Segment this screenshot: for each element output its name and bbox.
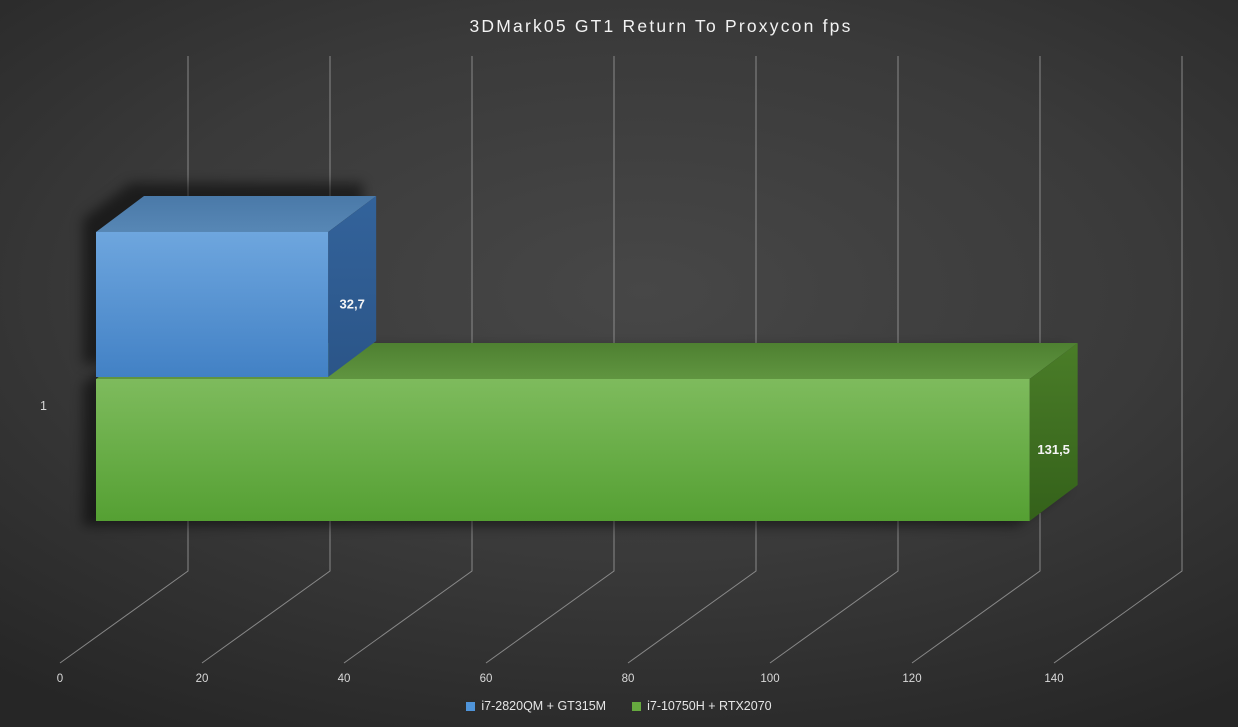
legend-swatch-blue-icon (466, 701, 476, 711)
value-axis-tick-label-0: 0 (57, 673, 63, 685)
value-axis-tick-label-40: 40 (338, 673, 351, 685)
gridline-80 (627, 56, 757, 664)
bar-series-0[interactable]: 32,7 (96, 196, 377, 377)
gridline-120 (911, 56, 1041, 664)
bar-top-face (96, 196, 377, 232)
legend-item-series-1[interactable]: i7-10750H + RTX2070 (632, 699, 772, 713)
bar-side-face (328, 196, 377, 377)
gridline-40 (343, 56, 473, 664)
data-label-series-0: 32,7 (340, 297, 365, 312)
value-axis-tick-label-100: 100 (760, 673, 779, 685)
value-axis-tick-label-20: 20 (196, 673, 209, 685)
legend-item-series-0[interactable]: i7-2820QM + GT315M (466, 699, 606, 713)
gridline-140 (1053, 56, 1183, 664)
legend-label-series-0: i7-2820QM + GT315M (481, 699, 607, 713)
bar-side-face (1029, 343, 1078, 521)
legend: i7-2820QM + GT315M i7-10750H + RTX2070 (0, 699, 1238, 713)
legend-swatch-green-icon (632, 701, 642, 711)
bar-front-face (96, 379, 1030, 521)
value-axis-tick-label-60: 60 (480, 673, 493, 685)
value-axis-tick-label-140: 140 (1044, 673, 1063, 685)
data-label-series-1: 131,5 (1037, 442, 1070, 457)
gridline-60 (485, 56, 615, 664)
value-axis-tick-label-120: 120 (902, 673, 921, 685)
category-axis-label: 1 (40, 399, 47, 413)
gridline-100 (769, 56, 899, 664)
bar-series-1[interactable]: 131,5 (96, 343, 1078, 521)
chart-title: 3DMark05 GT1 Return To Proxycon fps (469, 16, 853, 36)
value-axis-tick-label-80: 80 (622, 673, 635, 685)
bar-front-face (96, 232, 329, 377)
legend-label-series-1: i7-10750H + RTX2070 (647, 699, 772, 713)
